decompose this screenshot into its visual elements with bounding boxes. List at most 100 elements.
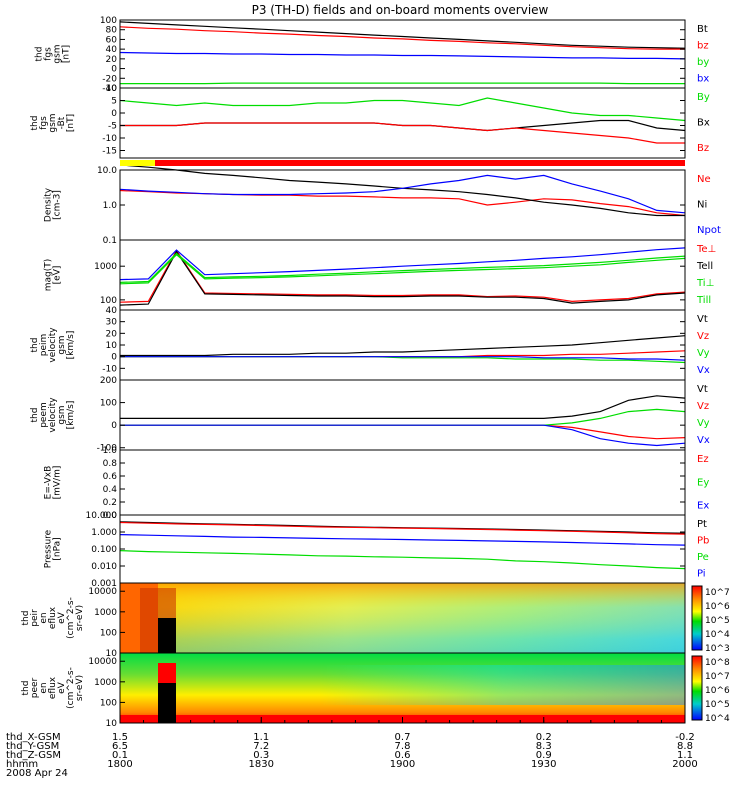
- legend-label: Ti⊥: [696, 278, 714, 289]
- y-axis-label-line: eflux: [48, 676, 58, 699]
- y-tick-label: -20: [102, 74, 117, 84]
- legend-label: Ey: [697, 477, 709, 488]
- y-tick-label: 0.0: [103, 511, 118, 521]
- y-tick-label: 10000: [88, 657, 117, 667]
- legend-label: Vt: [697, 384, 708, 395]
- y-axis-label-line: gsm: [48, 113, 58, 132]
- colorbar: 10^7 10^6 10^5 10^4 10^3: [691, 585, 730, 654]
- panel-pressure: Pressure [nPa] 10.000 1.000 0.100 0.010 0.001 P…: [44, 511, 710, 589]
- x-axis-value: 8.8: [677, 741, 693, 752]
- legend-label: Vy: [697, 418, 710, 429]
- y-axis-label-line: thd: [21, 611, 31, 626]
- y-axis-label-line: velocity: [48, 327, 58, 363]
- y-tick-label: 20: [106, 55, 118, 65]
- panel-frame: [119, 87, 686, 159]
- y-axis-label-line: velocity: [48, 397, 58, 433]
- colorbar-tick-label: 10^8: [705, 658, 730, 668]
- x-axis-value: 6.5: [112, 741, 128, 752]
- colorbar-tick-label: 10^6: [705, 602, 730, 612]
- legend-label: Till: [696, 295, 711, 306]
- series-line-Ti⊥: [119, 253, 686, 285]
- series-line-by: [120, 82, 685, 85]
- y-tick-label: 100: [100, 296, 117, 306]
- series-line-By: [119, 97, 686, 122]
- panel-frame: [119, 169, 686, 241]
- y-axis-label-line: [km/s]: [66, 331, 76, 360]
- series-line-Ni: [119, 164, 685, 217]
- legend-label: bz: [697, 40, 709, 51]
- series-line-Pb: [119, 521, 686, 535]
- legend-label: Vy: [697, 348, 710, 359]
- y-tick-label: 10: [106, 719, 118, 729]
- series-line-Ti-blue: [119, 247, 686, 281]
- colorbar-tick-label: 10^6: [705, 686, 730, 696]
- y-tick-label: 0.6: [103, 472, 118, 482]
- panels-group: thd fgs gsm [nT]100806040200-20-40Btbzbybxt…: [21, 16, 730, 729]
- y-axis-label-line: thd: [30, 338, 40, 353]
- y-tick-label: 40: [106, 306, 118, 316]
- colorbar-tick-label: 10^3: [705, 644, 730, 654]
- x-axis-value: 7.8: [395, 741, 411, 752]
- x-axis-value: 1930: [531, 759, 556, 770]
- y-tick-label: -40: [102, 84, 117, 94]
- y-tick-label: 1000: [94, 262, 117, 272]
- legend-label: Tell: [696, 261, 713, 272]
- date-label: 2008 Apr 24: [6, 768, 68, 779]
- y-tick-label: 10: [106, 649, 118, 659]
- y-tick-label: 40: [106, 45, 118, 55]
- colorbar-tick-label: 10^7: [705, 672, 730, 682]
- y-tick-label: 10.0: [97, 166, 117, 176]
- colorbar-gradient: [691, 655, 703, 721]
- legend-label: Te⊥: [696, 244, 716, 255]
- y-axis-label-line: [km/s]: [66, 401, 76, 430]
- y-axis-label-line: -Bt: [57, 116, 67, 129]
- y-tick-label: 200: [100, 376, 117, 386]
- x-axis-value: 0.7: [395, 732, 411, 743]
- x-axis-value: 1830: [249, 759, 274, 770]
- y-axis-label-line: [cm-3]: [53, 190, 63, 220]
- y-tick-label: 0.8: [103, 459, 118, 469]
- spectrogram-image: [120, 583, 685, 653]
- y-tick-label: -100: [97, 444, 118, 454]
- x-axis-value: 1900: [390, 759, 415, 770]
- y-tick-label: 10: [106, 84, 118, 94]
- panel-peir_spec: thd peir en eflux eV (cm^2-s-sr-eV)10000 1000 1…: [21, 582, 730, 659]
- y-tick-label: 60: [106, 35, 118, 45]
- y-tick-label: 20: [106, 329, 118, 339]
- x-axis-row-label: thd_Y-GSM: [6, 741, 59, 752]
- legend-label: Vz: [697, 401, 709, 412]
- panel-frame: [119, 449, 686, 516]
- x-axis-value: 0.9: [536, 750, 552, 761]
- legend-label: Ez: [697, 454, 709, 465]
- y-axis-label-line: peem: [39, 402, 49, 428]
- legend-label: Bt: [697, 24, 708, 35]
- x-axis-value: 0.1: [112, 750, 128, 761]
- y-tick-label: 0.2: [103, 498, 117, 508]
- y-tick-label: 0: [111, 109, 117, 119]
- y-axis-label-line: eV: [57, 681, 67, 694]
- x-axis-row-label: thd_Z-GSM: [6, 750, 61, 761]
- legend-label: Pt: [697, 519, 707, 530]
- y-axis-label-line: E=-VxB: [44, 466, 54, 500]
- legend-label: Vz: [697, 331, 709, 342]
- series-line-Vt: [120, 395, 686, 419]
- series-line-Vx: [120, 424, 686, 447]
- y-tick-label: 0.001: [91, 579, 117, 589]
- y-axis-label-line: thd: [30, 408, 40, 423]
- y-tick-label: 10: [106, 341, 118, 351]
- legend-label: Npot: [697, 225, 721, 236]
- legend-label: Pb: [697, 535, 709, 546]
- spectrogram-data-gap: [158, 683, 176, 723]
- y-axis-label-line: Pressure: [44, 529, 54, 568]
- y-tick-label: -5: [108, 122, 117, 132]
- x-axis-value: 0.2: [536, 732, 552, 743]
- spectrogram-gap-top: [158, 663, 176, 683]
- y-axis-label-line: [eV]: [53, 266, 63, 285]
- legend-label: Pi: [697, 568, 706, 579]
- y-tick-label: 1.000: [91, 528, 117, 538]
- legend-label: Ex: [697, 501, 709, 512]
- legend-label: Bx: [697, 118, 710, 129]
- y-axis-label-line: [nT]: [62, 45, 72, 63]
